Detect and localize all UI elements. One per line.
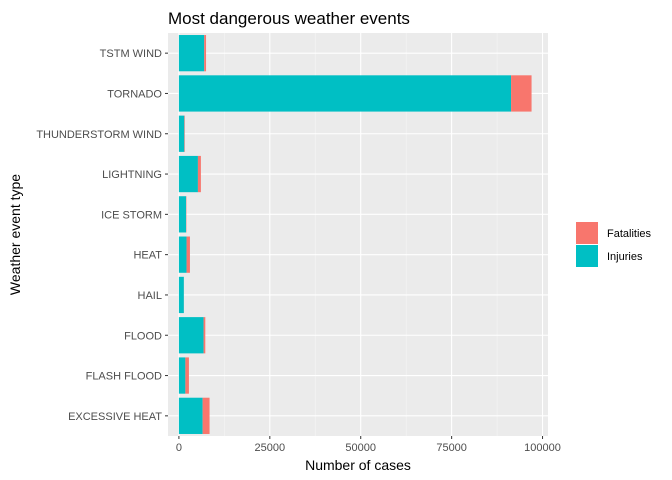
bar-fatalities-tornado — [511, 75, 532, 112]
bar-fatalities-heat — [186, 236, 190, 273]
y-tick-label: THUNDERSTORM WIND — [36, 129, 162, 141]
chart-title: Most dangerous weather events — [168, 9, 410, 28]
legend-key-injuries — [576, 245, 598, 267]
y-tick-label: TSTM WIND — [100, 48, 162, 60]
y-tick-label: FLOOD — [124, 330, 162, 342]
y-axis-ticks: TSTM WIND TORNADO THUNDERSTORM WIND LIGHTNI… — [36, 48, 168, 423]
bar-fatalities-excessive-heat — [202, 397, 210, 434]
x-tick-label: 50000 — [345, 442, 376, 454]
bar-fatalities-flash-flood — [185, 357, 189, 394]
bar-injuries-tornado — [178, 75, 512, 112]
legend-key-fatalities — [576, 222, 598, 244]
bar-injuries-lightning — [178, 155, 198, 193]
x-tick-label: 75000 — [436, 442, 467, 454]
y-tick-label: FLASH FLOOD — [86, 371, 162, 383]
y-tick-label: EXCESSIVE HEAT — [68, 411, 162, 423]
bar-injuries-hail — [178, 276, 184, 314]
y-tick-label: TORNADO — [107, 88, 162, 100]
bar-injuries-flood — [178, 317, 204, 354]
x-tick-label: 100000 — [524, 442, 561, 454]
legend-label-fatalities: Fatalities — [607, 228, 652, 240]
bar-injuries-ice-storm — [178, 196, 187, 233]
x-tick-label: 0 — [176, 442, 182, 454]
bars — [178, 35, 532, 434]
bar-injuries-tstm-wind — [178, 35, 205, 72]
x-axis-ticks: 0 25000 50000 75000 100000 — [176, 436, 561, 454]
x-axis-title: Number of cases — [305, 457, 411, 473]
plot-panel — [168, 33, 548, 436]
legend: Fatalities Injuries — [576, 222, 652, 267]
bar-fatalities-lightning — [197, 155, 201, 193]
bar-fatalities-flood — [203, 317, 206, 354]
bar-injuries-thunderstorm-wind — [178, 115, 185, 152]
bar-fatalities-tstm-wind — [204, 35, 207, 72]
y-tick-label: LIGHTNING — [102, 169, 162, 181]
y-tick-label: ICE STORM — [101, 209, 162, 221]
x-tick-label: 25000 — [255, 442, 286, 454]
bar-injuries-flash-flood — [178, 357, 186, 394]
y-axis-title: Weather event type — [7, 174, 23, 295]
legend-label-injuries: Injuries — [607, 251, 643, 263]
bar-injuries-heat — [178, 236, 187, 273]
y-tick-label: HAIL — [138, 290, 162, 302]
bar-injuries-excessive-heat — [178, 397, 203, 434]
y-tick-label: HEAT — [133, 250, 162, 262]
